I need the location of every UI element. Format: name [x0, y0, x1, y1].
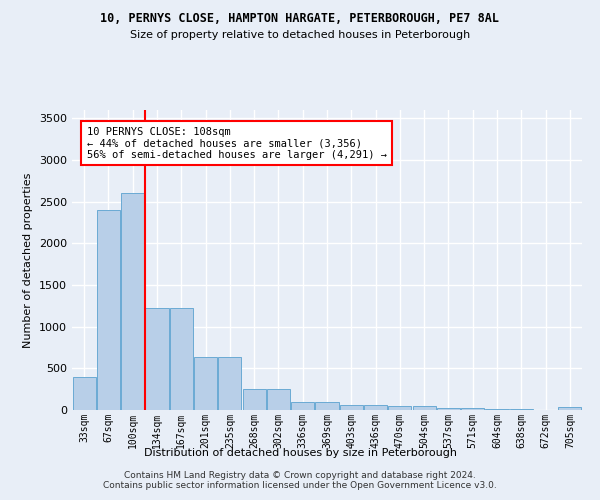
Bar — [413, 406, 436, 410]
Bar — [437, 408, 460, 410]
Bar — [97, 210, 120, 410]
Bar — [340, 406, 363, 410]
Bar — [510, 409, 533, 410]
Bar — [559, 406, 581, 410]
Bar — [218, 356, 241, 410]
Bar — [316, 402, 338, 410]
Bar — [364, 406, 387, 410]
Bar — [291, 402, 314, 410]
Bar — [194, 356, 217, 410]
Text: Distribution of detached houses by size in Peterborough: Distribution of detached houses by size … — [143, 448, 457, 458]
Y-axis label: Number of detached properties: Number of detached properties — [23, 172, 34, 348]
Bar — [461, 408, 484, 410]
Bar — [73, 376, 95, 410]
Bar — [170, 308, 193, 410]
Bar — [485, 409, 509, 410]
Bar — [388, 406, 412, 410]
Bar — [145, 308, 169, 410]
Text: 10 PERNYS CLOSE: 108sqm
← 44% of detached houses are smaller (3,356)
56% of semi: 10 PERNYS CLOSE: 108sqm ← 44% of detache… — [86, 126, 386, 160]
Text: 10, PERNYS CLOSE, HAMPTON HARGATE, PETERBOROUGH, PE7 8AL: 10, PERNYS CLOSE, HAMPTON HARGATE, PETER… — [101, 12, 499, 26]
Bar — [267, 389, 290, 410]
Text: Contains HM Land Registry data © Crown copyright and database right 2024.
Contai: Contains HM Land Registry data © Crown c… — [103, 470, 497, 490]
Bar — [121, 194, 144, 410]
Bar — [242, 389, 266, 410]
Text: Size of property relative to detached houses in Peterborough: Size of property relative to detached ho… — [130, 30, 470, 40]
